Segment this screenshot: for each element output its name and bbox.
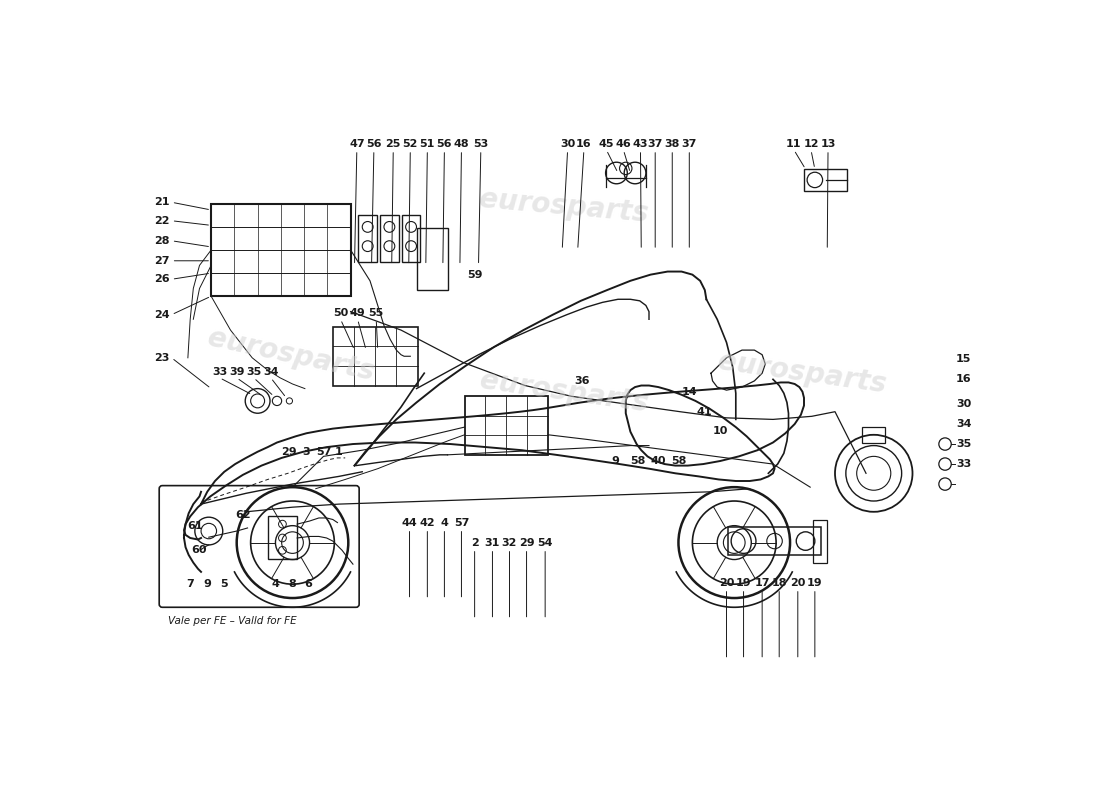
Text: 18: 18	[771, 578, 786, 588]
Text: 21: 21	[154, 198, 170, 207]
Text: 24: 24	[154, 310, 170, 320]
Bar	[211, 204, 351, 296]
Text: 23: 23	[155, 353, 170, 363]
Text: eurosparts: eurosparts	[477, 366, 650, 418]
Text: 9: 9	[612, 456, 619, 466]
Text: 57: 57	[454, 518, 469, 527]
Text: 12: 12	[803, 138, 818, 149]
Text: 25: 25	[386, 138, 400, 149]
Text: 16: 16	[576, 138, 592, 149]
Text: 51: 51	[420, 138, 434, 149]
Text: 54: 54	[538, 538, 553, 547]
Text: 19: 19	[736, 578, 751, 588]
Text: 30: 30	[956, 399, 971, 409]
Text: 45: 45	[598, 138, 614, 149]
Text: 19: 19	[807, 578, 823, 588]
Text: 60: 60	[191, 546, 207, 555]
Bar	[862, 427, 886, 442]
Text: 62: 62	[235, 510, 251, 520]
Text: 42: 42	[419, 518, 436, 527]
Bar	[267, 516, 297, 558]
Text: 28: 28	[154, 236, 170, 246]
Text: 49: 49	[350, 308, 365, 318]
Text: 56: 56	[437, 138, 452, 149]
Bar	[464, 396, 548, 455]
Text: 53: 53	[473, 138, 488, 149]
Text: eurosparts: eurosparts	[477, 186, 650, 228]
Text: 1: 1	[336, 446, 343, 457]
Text: 58: 58	[630, 456, 646, 466]
Text: 35: 35	[956, 439, 971, 449]
Text: 5: 5	[220, 579, 228, 589]
Text: 17: 17	[755, 578, 770, 588]
Text: 61: 61	[187, 521, 202, 530]
Text: 46: 46	[616, 138, 631, 149]
Bar	[728, 527, 821, 555]
Text: 58: 58	[671, 456, 686, 466]
Bar	[417, 229, 448, 290]
Text: 47: 47	[349, 138, 364, 149]
Text: eurosparts: eurosparts	[716, 347, 889, 399]
Text: 34: 34	[956, 419, 971, 429]
Bar	[333, 327, 418, 386]
Text: 32: 32	[502, 538, 517, 547]
Text: 39: 39	[229, 366, 244, 377]
Text: 50: 50	[333, 308, 349, 318]
Text: 10: 10	[713, 426, 728, 436]
Text: 22: 22	[154, 216, 170, 226]
Text: 33: 33	[212, 366, 228, 377]
Text: 7: 7	[186, 579, 194, 589]
Bar	[813, 519, 827, 562]
Text: 35: 35	[246, 366, 262, 377]
Text: 20: 20	[790, 578, 805, 588]
Text: 37: 37	[682, 138, 697, 149]
Bar	[381, 215, 398, 262]
Text: 8: 8	[288, 579, 296, 589]
Text: 14: 14	[682, 386, 697, 397]
Text: 44: 44	[402, 518, 417, 527]
Text: 11: 11	[786, 138, 802, 149]
Text: 38: 38	[664, 138, 680, 149]
Text: 27: 27	[154, 256, 170, 266]
Text: 37: 37	[648, 138, 663, 149]
Bar	[359, 215, 377, 262]
Text: 43: 43	[632, 138, 648, 149]
Text: 16: 16	[956, 374, 971, 384]
Text: 9: 9	[204, 579, 211, 589]
Text: 55: 55	[368, 308, 384, 318]
Text: 36: 36	[574, 376, 590, 386]
Text: 33: 33	[956, 459, 971, 469]
Text: 15: 15	[956, 354, 971, 364]
Text: 40: 40	[650, 456, 667, 466]
Text: 52: 52	[403, 138, 418, 149]
Text: 4: 4	[272, 579, 279, 589]
Text: 29: 29	[280, 446, 296, 457]
Text: 30: 30	[560, 138, 575, 149]
Text: 31: 31	[485, 538, 501, 547]
Bar	[804, 169, 847, 190]
Text: 48: 48	[453, 138, 470, 149]
Text: 4: 4	[440, 518, 449, 527]
Text: 6: 6	[304, 579, 312, 589]
Bar	[402, 215, 420, 262]
Text: 26: 26	[154, 274, 170, 284]
Text: 41: 41	[697, 406, 713, 417]
Text: 56: 56	[366, 138, 382, 149]
Text: 59: 59	[468, 270, 483, 280]
Text: 2: 2	[471, 538, 478, 547]
Text: 29: 29	[519, 538, 535, 547]
Text: 20: 20	[718, 578, 734, 588]
Text: 3: 3	[302, 446, 310, 457]
Text: 57: 57	[316, 446, 331, 457]
Text: eurosparts: eurosparts	[205, 323, 377, 386]
Text: 13: 13	[821, 138, 836, 149]
Text: Vale per FE – Valld for FE: Vale per FE – Valld for FE	[168, 616, 297, 626]
Text: 34: 34	[263, 366, 278, 377]
